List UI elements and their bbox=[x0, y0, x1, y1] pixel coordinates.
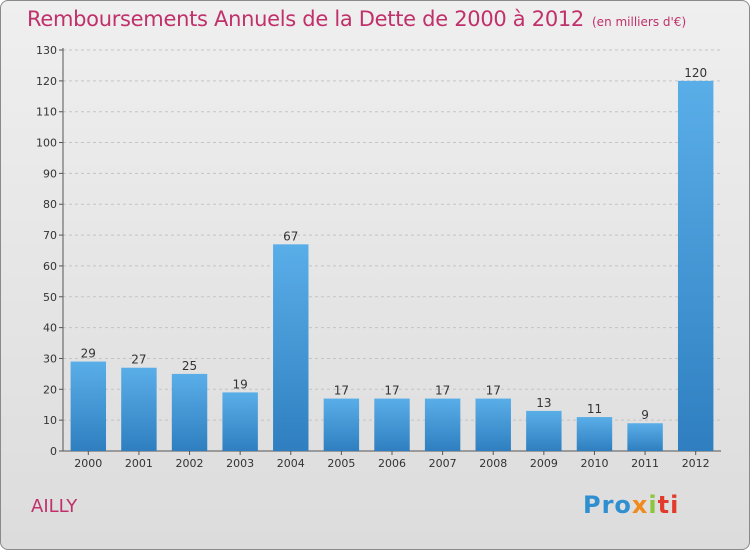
y-tick-label: 120 bbox=[36, 75, 57, 88]
x-tick-label: 2003 bbox=[226, 457, 254, 470]
chart-unit: (en milliers d'€) bbox=[592, 15, 687, 29]
logo-part-4: ti bbox=[657, 491, 680, 519]
x-tick-label: 2012 bbox=[682, 457, 710, 470]
y-tick-label: 70 bbox=[43, 229, 57, 242]
bar bbox=[171, 373, 208, 451]
bar bbox=[627, 423, 663, 451]
data-label: 19 bbox=[233, 377, 248, 391]
x-tick-label: 2000 bbox=[74, 457, 102, 470]
y-tick-label: 10 bbox=[43, 414, 57, 427]
data-label: 27 bbox=[131, 353, 146, 367]
x-tick-label: 2004 bbox=[277, 457, 305, 470]
data-label: 25 bbox=[182, 359, 197, 373]
x-tick-label: 2011 bbox=[631, 457, 659, 470]
y-tick-label: 0 bbox=[50, 445, 57, 458]
proxiti-logo: Proxiti bbox=[583, 491, 679, 519]
bar bbox=[677, 80, 714, 451]
y-tick-label: 80 bbox=[43, 198, 57, 211]
logo-part-2: x bbox=[631, 491, 649, 519]
x-tick-label: 2006 bbox=[378, 457, 406, 470]
data-label: 9 bbox=[641, 408, 649, 422]
commune-name: AILLY bbox=[31, 496, 78, 517]
y-tick-label: 100 bbox=[36, 137, 57, 150]
data-label: 120 bbox=[684, 66, 707, 80]
x-tick-label: 2008 bbox=[479, 457, 507, 470]
y-tick-label: 30 bbox=[43, 352, 57, 365]
bar bbox=[222, 392, 258, 451]
data-label: 29 bbox=[81, 347, 96, 361]
y-tick-label: 20 bbox=[43, 383, 57, 396]
logo-part-3: i bbox=[648, 491, 658, 519]
bar bbox=[121, 367, 157, 451]
bar bbox=[323, 398, 360, 451]
logo-part-1: Pro bbox=[583, 491, 632, 519]
data-label: 17 bbox=[334, 384, 349, 398]
x-tick-label: 2001 bbox=[125, 457, 153, 470]
y-tick-label: 90 bbox=[43, 167, 57, 180]
data-label: 17 bbox=[435, 384, 450, 398]
bar bbox=[576, 417, 613, 451]
chart-title-text: Remboursements Annuels de la Dette de 20… bbox=[27, 7, 584, 31]
y-tick-label: 40 bbox=[43, 322, 57, 335]
x-tick-label: 2007 bbox=[429, 457, 457, 470]
x-tick-label: 2005 bbox=[327, 457, 355, 470]
bar bbox=[70, 361, 107, 451]
data-label: 67 bbox=[283, 229, 298, 243]
bar bbox=[424, 398, 461, 451]
data-label: 11 bbox=[587, 402, 602, 416]
data-label: 17 bbox=[486, 384, 501, 398]
data-label: 13 bbox=[536, 396, 551, 410]
bar bbox=[526, 410, 562, 451]
bar bbox=[273, 244, 309, 451]
chart-title: Remboursements Annuels de la Dette de 20… bbox=[27, 7, 686, 31]
y-tick-label: 50 bbox=[43, 291, 57, 304]
x-tick-label: 2002 bbox=[176, 457, 204, 470]
x-tick-label: 2009 bbox=[530, 457, 558, 470]
data-label: 17 bbox=[384, 384, 399, 398]
y-tick-label: 110 bbox=[36, 106, 57, 119]
x-tick-label: 2010 bbox=[580, 457, 608, 470]
bar bbox=[374, 398, 410, 451]
bar bbox=[475, 398, 511, 451]
y-tick-label: 130 bbox=[36, 44, 57, 57]
y-tick-label: 60 bbox=[43, 260, 57, 273]
